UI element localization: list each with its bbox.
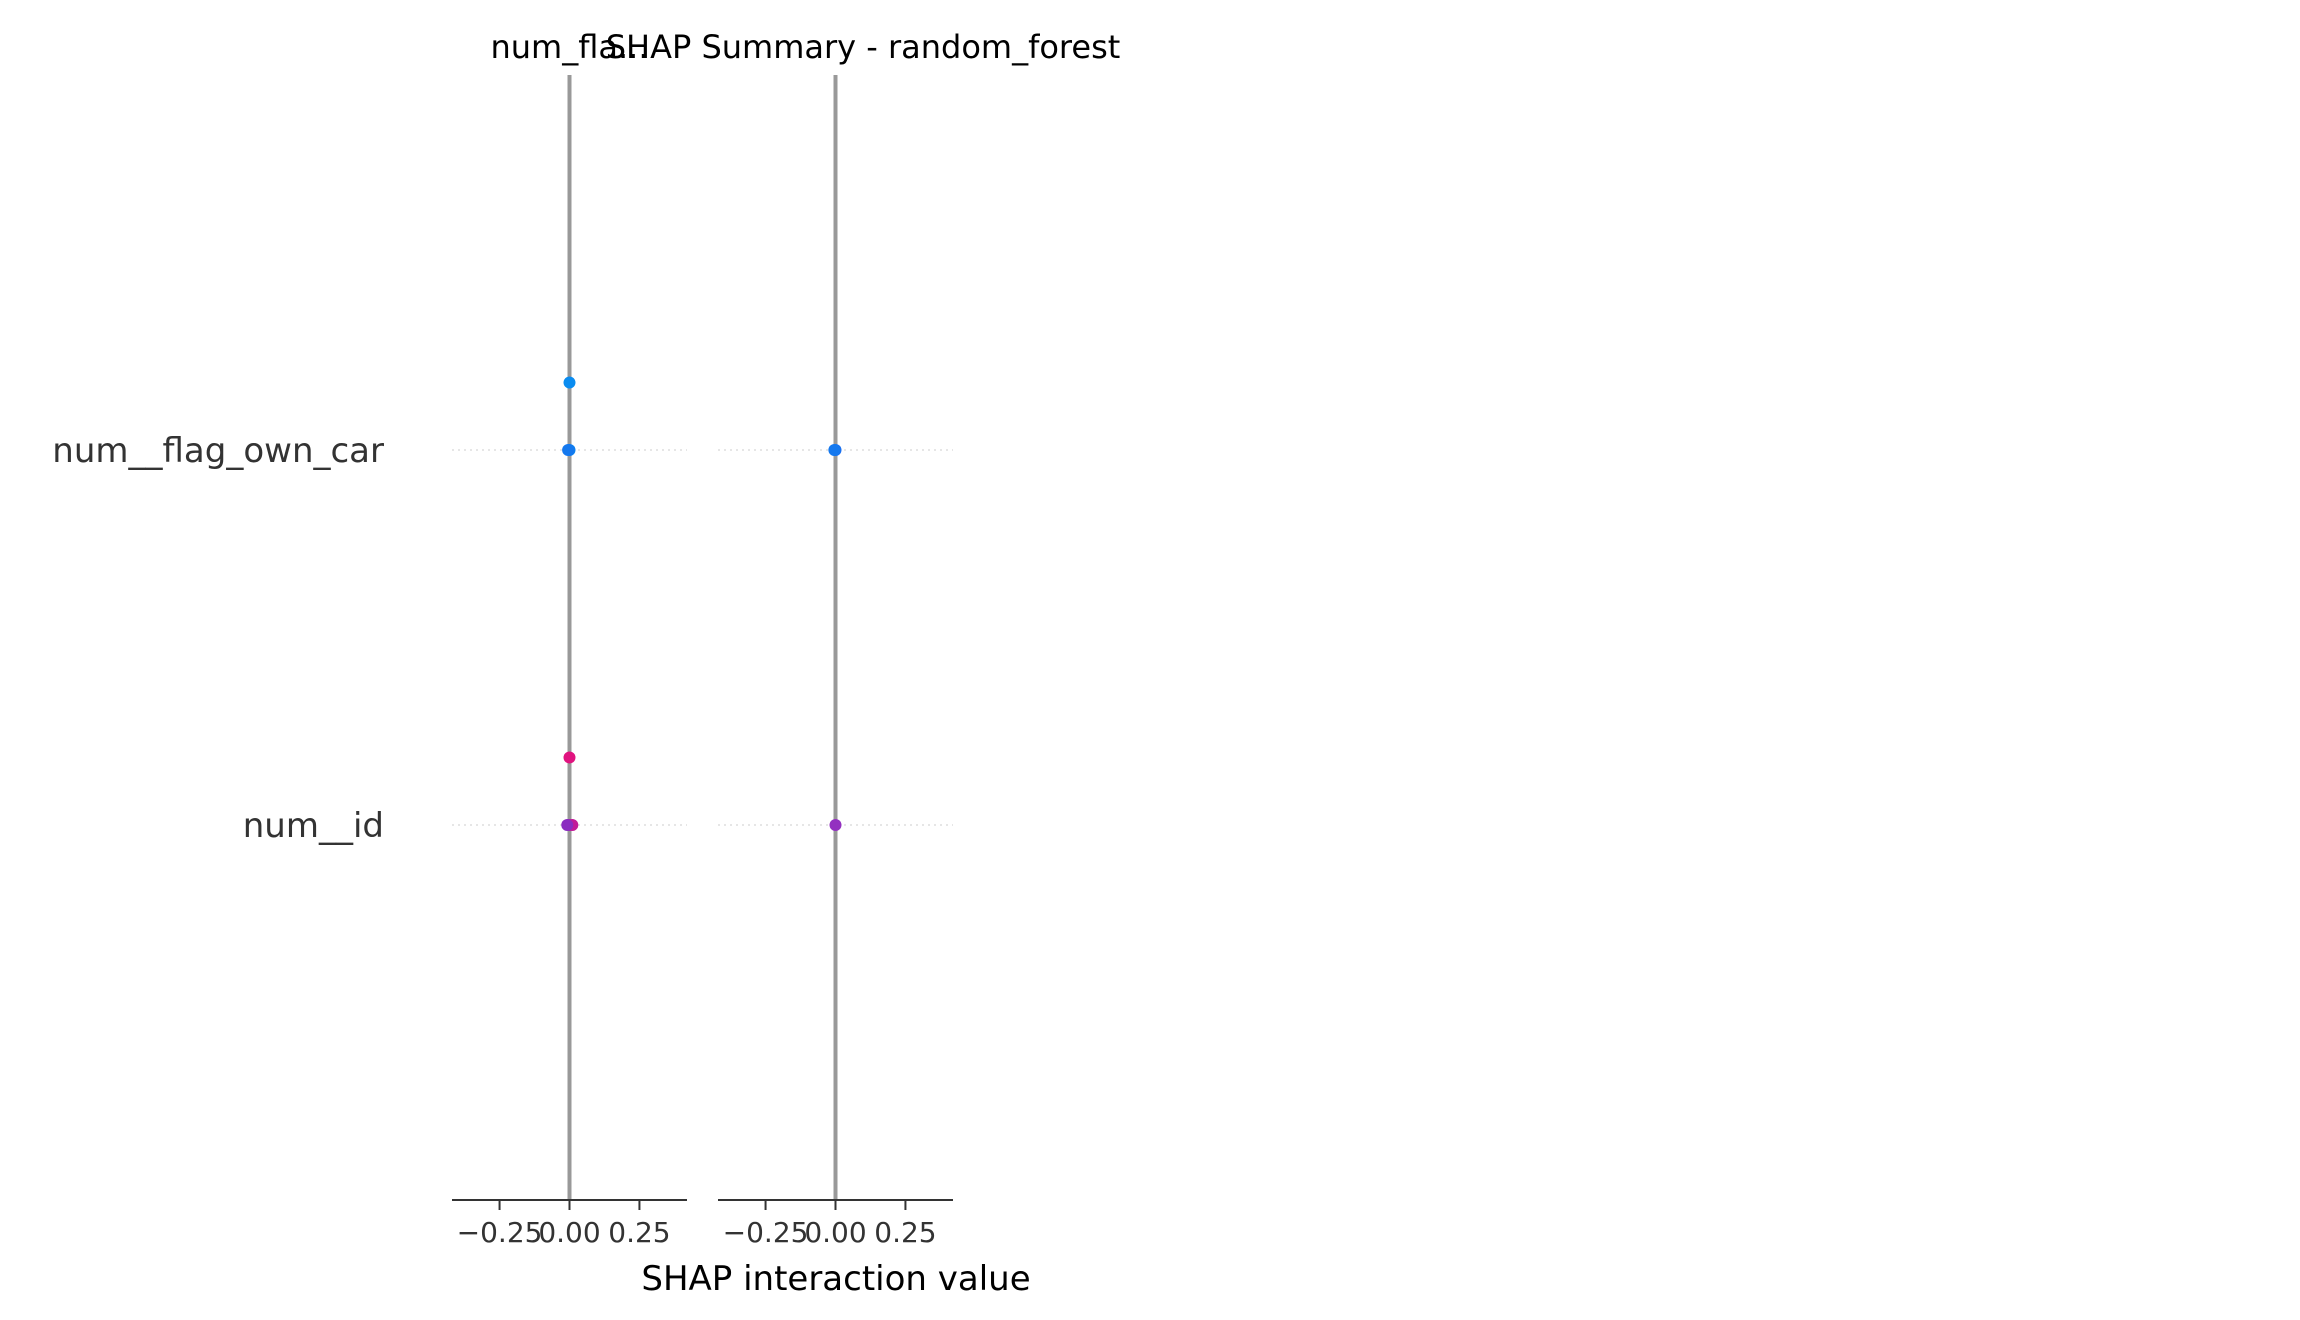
data-point [828,444,841,456]
data-point [562,444,575,456]
data-point [563,376,576,389]
data-point [829,819,842,831]
x-tick-label: −0.25 [457,1216,543,1249]
x-tick-label: 0.00 [804,1216,866,1249]
feature-label-1: num__flag_own_car [52,431,384,471]
x-tick-label: 0.25 [874,1216,936,1249]
data-point [563,751,576,764]
x-tick-label: −0.25 [723,1216,809,1249]
chart-title: SHAP Summary - random_forest [606,28,1121,66]
feature-label-2: num__id [243,806,384,846]
x-tick-label: 0.25 [608,1216,670,1249]
data-point [561,819,574,831]
x-tick-label: 0.00 [538,1216,600,1249]
x-axis-label: SHAP interaction value [641,1259,1030,1299]
panel-title: num_fla... [490,28,648,66]
